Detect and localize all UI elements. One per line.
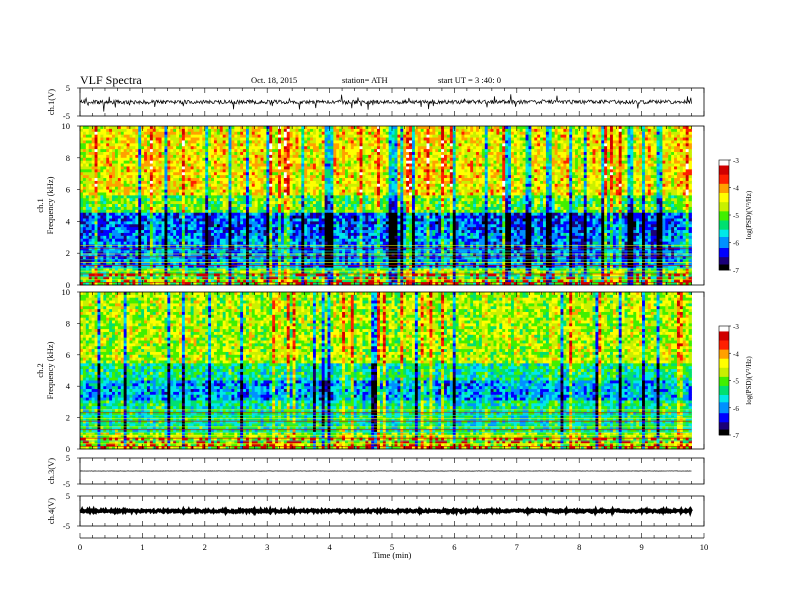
y-tick-label: 5	[66, 491, 70, 501]
x-tick-marks	[79, 496, 705, 526]
ch1-colorbar: -3 -4 -5 -6 -7 log(PSD)(V²/Hz)	[718, 157, 753, 275]
x-tick-label: 7	[515, 542, 519, 552]
ch2-spectrogram-panel: 0 2 4 6 8 10 ch.2Frequency (kHz)	[35, 287, 705, 454]
spectrogram-cells	[80, 292, 692, 450]
x-tick-label: 0	[78, 542, 82, 552]
colorbar-label: log(PSD)(V²/Hz)	[745, 356, 753, 405]
x-tick-marks	[79, 126, 705, 285]
colorbar-tick-label: -7	[733, 432, 739, 440]
y-tick-label: 6	[66, 350, 70, 360]
figure-title: VLF Spectra	[80, 73, 142, 87]
colorbar-tick-label: -5	[733, 212, 739, 220]
colorbar-tick-label: -7	[733, 267, 739, 275]
y-tick-label: 4	[66, 381, 71, 391]
x-tick-label: 4	[327, 542, 332, 552]
y-tick-label: 8	[66, 153, 70, 163]
colorbar-tick-label: -5	[733, 378, 739, 386]
x-tick-label: 3	[265, 542, 269, 552]
y-tick-label: -5	[63, 521, 70, 531]
y-tick-label: -5	[63, 111, 70, 121]
interference-lines	[80, 409, 692, 448]
x-tick-label: 2	[203, 542, 207, 552]
ch4-waveform-panel: 5 -5 ch.4(V)	[46, 491, 705, 531]
x-tick-marks	[79, 292, 705, 449]
y-tick-label: 10	[62, 121, 71, 131]
y-tick-label: 2	[66, 248, 70, 258]
x-tick-marks	[79, 458, 705, 484]
colorbar-tick-label: -3	[733, 323, 739, 331]
y-tick-label: 2	[66, 413, 70, 423]
x-axis-label: Time (min)	[373, 550, 412, 560]
y-tick-label: 6	[66, 185, 70, 195]
colorbar-tick-label: -6	[733, 405, 739, 413]
y-tick-label: 4	[66, 216, 71, 226]
x-tick-label: 10	[700, 542, 709, 552]
spectrogram-cells	[80, 126, 692, 286]
x-tick-label: 9	[639, 542, 643, 552]
ch3-waveform-panel: 5 -5 ch.3(V)	[46, 453, 705, 489]
colorbar-tick-label: -4	[733, 350, 739, 358]
y-tick-label: 8	[66, 318, 70, 328]
y-tick-label: 0	[66, 280, 70, 290]
y-tick-label: 5	[66, 453, 70, 463]
y-axis-label: ch.2Frequency (kHz)	[35, 341, 55, 399]
station-label: station= ATH	[342, 75, 388, 85]
date-label: Oct. 18, 2015	[251, 75, 297, 85]
ch1-waveform-panel: 5 -5 ch.1(V)	[46, 83, 705, 121]
colorbar-tick-label: -4	[733, 185, 739, 193]
y-tick-label: 5	[66, 83, 70, 93]
interference-lines	[80, 245, 692, 284]
waveform-trace	[79, 94, 692, 112]
x-tick-label: 6	[452, 542, 456, 552]
x-tick-label: 5	[390, 542, 394, 552]
x-tick-label: 1	[140, 542, 144, 552]
y-axis-label: ch.3(V)	[46, 458, 56, 484]
x-tick-label: 8	[577, 542, 581, 552]
y-tick-label: 0	[66, 444, 70, 454]
time-axis: 0 1 2 3 4 5 6 7 8 9 10 Time (min)	[78, 533, 708, 560]
colorbar-tick-label: -6	[733, 240, 739, 248]
y-axis-label: ch.4(V)	[46, 498, 56, 524]
y-tick-label: -5	[63, 479, 70, 489]
ch1-spectrogram-panel: 0 2 4 6 8 10 ch.1Frequency (kHz)	[35, 121, 705, 290]
colorbar-label: log(PSD)(V²/Hz)	[745, 190, 753, 239]
y-axis-label: ch.1Frequency (kHz)	[35, 176, 55, 234]
start-time-label: start UT = 3 :40: 0	[438, 75, 501, 85]
ch2-colorbar: -3 -4 -5 -6 -7 log(PSD)(V²/Hz)	[718, 323, 753, 440]
y-axis-label: ch.1(V)	[46, 89, 56, 115]
x-tick-marks	[79, 88, 705, 116]
y-tick-label: 10	[62, 287, 71, 297]
waveform-trace	[79, 505, 693, 518]
colorbar-tick-label: -3	[733, 157, 739, 165]
